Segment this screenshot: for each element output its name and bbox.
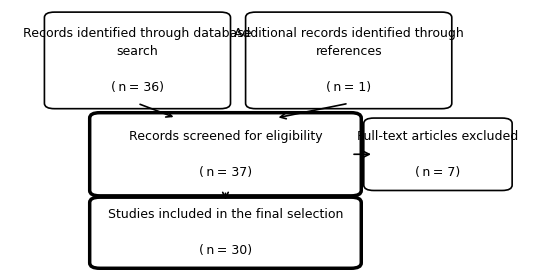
Text: Additional records identified through
references

( n = 1): Additional records identified through re…: [234, 27, 464, 94]
Text: Studies included in the final selection

( n = 30): Studies included in the final selection …: [108, 208, 343, 257]
Text: Full-text articles excluded

( n = 7): Full-text articles excluded ( n = 7): [357, 130, 519, 179]
FancyBboxPatch shape: [246, 12, 452, 109]
Text: Records screened for eligibility

( n = 37): Records screened for eligibility ( n = 3…: [129, 130, 323, 179]
FancyBboxPatch shape: [90, 113, 362, 196]
Text: Records identified through database
search

( n = 36): Records identified through database sear…: [23, 27, 252, 94]
FancyBboxPatch shape: [44, 12, 231, 109]
FancyBboxPatch shape: [364, 118, 512, 191]
FancyBboxPatch shape: [90, 197, 362, 268]
